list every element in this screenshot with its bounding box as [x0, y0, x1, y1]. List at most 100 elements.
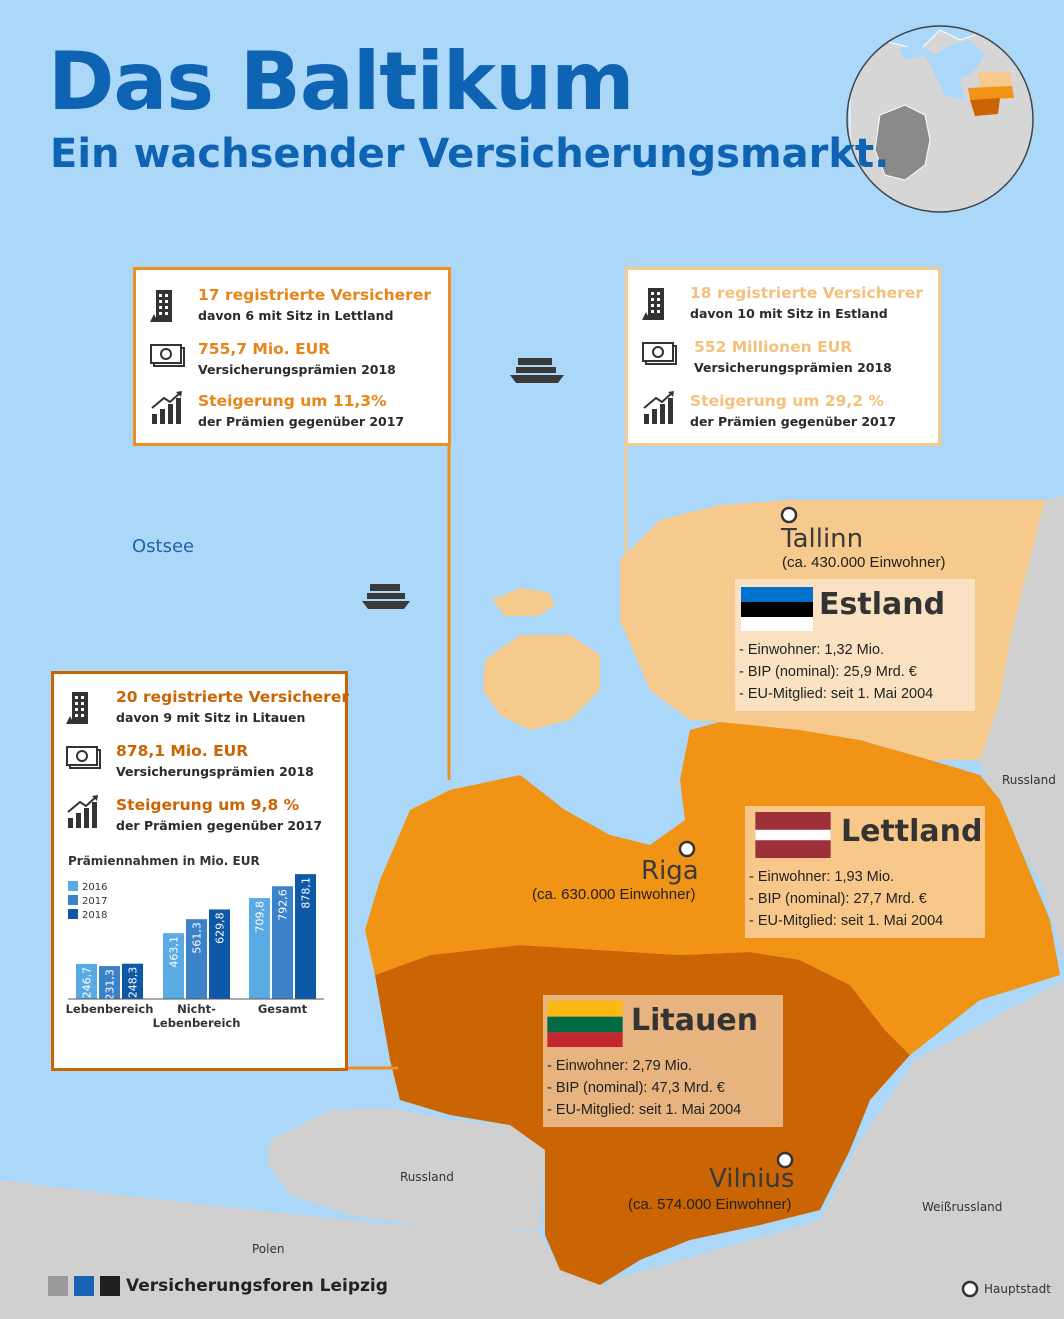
bar	[99, 966, 120, 999]
location-marker-icon	[780, 506, 798, 524]
latvia-growth-sub: der Prämien gegenüber 2017	[198, 414, 405, 429]
bar	[272, 886, 293, 999]
legend-label: 2017	[82, 896, 107, 907]
capital-city-vilnius: Vilnius	[709, 1164, 795, 1194]
latvia-growth: Steigerung um 11,3%	[198, 392, 387, 410]
latvia-fact: - EU-Mitglied: seit 1. Mai 2004	[749, 913, 944, 929]
capital-city-tallinn: Tallinn	[781, 524, 864, 554]
bar-value-label: 248,3	[127, 967, 140, 999]
estonia-insurers-sub: davon 10 mit Sitz in Estland	[690, 306, 888, 321]
capital-population-vilnius: (ca. 574.000 Einwohner)	[628, 1196, 792, 1213]
hiiumaa-island	[492, 588, 555, 616]
estonia-growth-sub: der Prämien gegenüber 2017	[690, 414, 897, 429]
category-label: Lebenbereich	[153, 1016, 241, 1030]
bar-value-label: 792,6	[277, 889, 290, 921]
belarus-label: Weißrussland	[922, 1200, 1003, 1214]
estonia-insurers: 18 registrierte Versicherer	[690, 284, 923, 302]
latvia-premiums-sub: Versicherungsprämien 2018	[198, 362, 396, 377]
russia-kaliningrad-label: Russland	[400, 1170, 454, 1184]
lithuania-insurers: 20 registrierte Versicherer	[116, 688, 349, 706]
lithuania-growth-sub: der Prämien gegenüber 2017	[116, 818, 323, 833]
lithuania-fact: - Einwohner: 2,79 Mio.	[547, 1058, 693, 1074]
footer-brand: Versicherungsforen Leipzig	[126, 1276, 388, 1296]
latvia-fact: - BIP (nominal): 27,7 Mrd. €	[749, 891, 927, 907]
building-icon	[150, 290, 172, 322]
legend-capital-label: Hauptstadt	[984, 1282, 1051, 1296]
ship-icon	[510, 358, 564, 383]
russia-east-label: Russland	[1002, 773, 1056, 787]
estonia-fact: - EU-Mitglied: seit 1. Mai 2004	[739, 686, 934, 702]
bar	[295, 874, 316, 999]
estonia-flag	[741, 587, 813, 631]
location-marker-icon	[776, 1151, 794, 1169]
category-label: Gesamt	[258, 1002, 308, 1016]
lithuania-growth: Steigerung um 9,8 %	[116, 796, 300, 814]
estonia-fact: - Einwohner: 1,32 Mio.	[739, 642, 885, 658]
page-title: Das Baltikum	[48, 35, 634, 128]
lithuania-premiums-sub: Versicherungsprämien 2018	[116, 764, 314, 779]
kaliningrad-region	[268, 1108, 545, 1230]
latvia-insurance-box: 17 registrierte Versicherer davon 6 mit …	[133, 267, 451, 446]
estonia-premiums-sub: Versicherungsprämien 2018	[694, 360, 892, 375]
location-marker-icon	[678, 840, 696, 858]
legend-swatch	[68, 881, 78, 891]
ship-icon	[362, 584, 410, 609]
lithuania-fact: - EU-Mitglied: seit 1. Mai 2004	[547, 1102, 742, 1118]
legend-swatch	[68, 895, 78, 905]
latvia-region	[365, 722, 1060, 1055]
poland-label: Polen	[252, 1242, 285, 1256]
lithuania-premiums: 878,1 Mio. EUR	[116, 742, 249, 760]
estonia-growth: Steigerung um 29,2 %	[690, 392, 884, 410]
growth-chart-icon	[151, 391, 182, 424]
estonia-fact: - BIP (nominal): 25,9 Mrd. €	[739, 664, 917, 680]
legend-swatch	[68, 909, 78, 919]
bar-value-label: 709,8	[254, 901, 267, 933]
saaremaa-island	[483, 635, 600, 730]
premium-bar-chart: 2016 2017 2018 246,7 231,3 248,3 Lebenbereich 4…	[66, 874, 324, 1030]
russia-east-region	[600, 496, 1064, 1319]
bar-value-label: 246,7	[81, 967, 94, 999]
estonia-premiums: 552 Millionen EUR	[694, 338, 853, 356]
lithuania-insurers-sub: davon 9 mit Sitz in Litauen	[116, 710, 306, 725]
location-marker-icon	[961, 1280, 979, 1298]
capital-population-tallinn: (ca. 430.000 Einwohner)	[782, 554, 946, 571]
latvia-fact-box: Lettland - Einwohner: 1,93 Mio. - BIP (n…	[745, 806, 985, 938]
lithuania-name: Litauen	[631, 1003, 759, 1038]
bar	[249, 898, 270, 999]
latvia-fact: - Einwohner: 1,93 Mio.	[749, 869, 895, 885]
bar-value-label: 561,3	[191, 922, 204, 954]
latvia-name: Lettland	[841, 814, 983, 849]
category-label: Lebenbereich	[66, 1002, 154, 1016]
legend-label: 2018	[82, 910, 107, 921]
bar-value-label: 629,8	[214, 912, 227, 944]
bar-value-label: 231,3	[104, 969, 117, 1001]
latvia-flag	[755, 812, 831, 858]
money-icon	[66, 746, 101, 769]
chart-title: Prämiennahmen in Mio. EUR	[68, 854, 260, 868]
estonia-fact-box: Estland - Einwohner: 1,32 Mio. - BIP (no…	[735, 579, 975, 711]
growth-chart-icon	[643, 391, 674, 424]
page-subtitle: Ein wachsender Versicherungsmarkt.	[50, 131, 890, 177]
growth-chart-icon	[67, 795, 98, 828]
bar-value-label: 463,1	[168, 936, 181, 968]
lithuania-fact-box: Litauen - Einwohner: 2,79 Mio. - BIP (no…	[543, 995, 783, 1127]
capital-city-riga: Riga	[641, 856, 699, 886]
estonia-insurance-box: 18 registrierte Versicherer davon 10 mit…	[625, 267, 941, 446]
bar-value-label: 878,1	[300, 877, 313, 909]
poland-region	[0, 1180, 620, 1319]
bar	[76, 963, 97, 999]
europe-inset-globe	[846, 25, 1034, 213]
estonia-name: Estland	[819, 587, 946, 622]
sea-label: Ostsee	[132, 536, 195, 557]
latvia-insurers-sub: davon 6 mit Sitz in Lettland	[198, 308, 394, 323]
lithuania-fact: - BIP (nominal): 47,3 Mrd. €	[547, 1080, 725, 1096]
building-icon	[66, 692, 88, 724]
category-label: Nicht-	[177, 1002, 216, 1016]
bar	[122, 963, 143, 999]
bar	[209, 909, 230, 999]
building-icon	[642, 288, 664, 320]
latvia-insurers: 17 registrierte Versicherer	[198, 286, 431, 304]
lithuania-insurance-box: 20 registrierte Versicherer davon 9 mit …	[51, 671, 349, 1071]
money-icon	[642, 342, 677, 365]
capital-population-riga: (ca. 630.000 Einwohner)	[532, 886, 696, 903]
